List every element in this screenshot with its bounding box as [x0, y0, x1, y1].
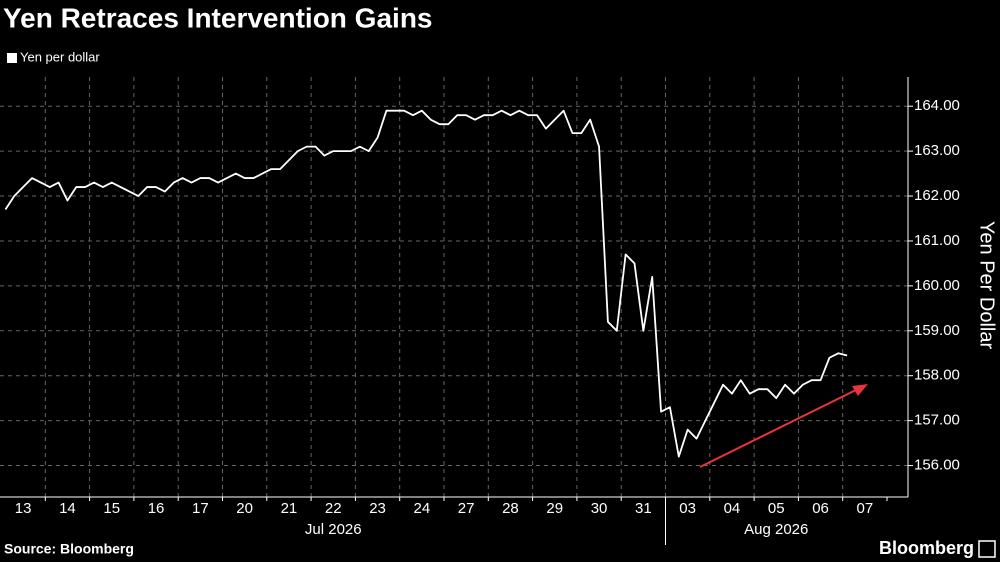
x-tick-label: 06	[812, 500, 829, 517]
x-tick-label: 30	[591, 500, 608, 517]
x-tick-label: 16	[148, 500, 165, 517]
y-tick-label: 161.00	[914, 232, 960, 249]
x-tick-label: 14	[59, 500, 76, 517]
x-tick-label: 20	[236, 500, 253, 517]
x-tick-label: 03	[679, 500, 696, 517]
y-tick-label: 164.00	[914, 97, 960, 114]
arrow-head	[852, 384, 868, 396]
brand-logo: Bloomberg	[879, 538, 974, 558]
x-tick-label: 13	[15, 500, 32, 517]
x-group-label: Aug 2026	[744, 521, 808, 538]
chart-title: Yen Retraces Intervention Gains	[3, 2, 433, 33]
y-tick-label: 158.00	[914, 367, 960, 384]
x-tick-label: 05	[768, 500, 785, 517]
y-axis-title: Yen Per Dollar	[976, 221, 998, 350]
x-tick-label: 21	[281, 500, 298, 517]
x-tick-label: 23	[369, 500, 386, 517]
x-tick-label: 07	[857, 500, 874, 517]
trend-arrow	[699, 384, 868, 468]
y-tick-label: 162.00	[914, 187, 960, 204]
x-tick-label: 22	[325, 500, 342, 517]
x-tick-label: 17	[192, 500, 209, 517]
y-tick-label: 157.00	[914, 412, 960, 429]
x-tick-label: 15	[103, 500, 120, 517]
y-tick-label: 163.00	[914, 142, 960, 159]
x-tick-label: 27	[458, 500, 475, 517]
brand-icon	[978, 540, 996, 558]
price-line	[4, 109, 848, 458]
legend-label: Yen per dollar	[20, 49, 100, 64]
arrow-line	[699, 387, 861, 468]
source: Source: Bloomberg	[4, 541, 134, 557]
x-group-label: Jul 2026	[305, 521, 362, 538]
x-tick-label: 04	[724, 500, 741, 517]
y-tick-label: 160.00	[914, 277, 960, 294]
legend-swatch	[7, 53, 17, 63]
x-tick-label: 28	[502, 500, 519, 517]
y-tick-label: 156.00	[914, 457, 960, 474]
x-tick-label: 31	[635, 500, 652, 517]
x-tick-label: 29	[546, 500, 563, 517]
x-tick-label: 24	[414, 500, 431, 517]
y-tick-label: 159.00	[914, 322, 960, 339]
